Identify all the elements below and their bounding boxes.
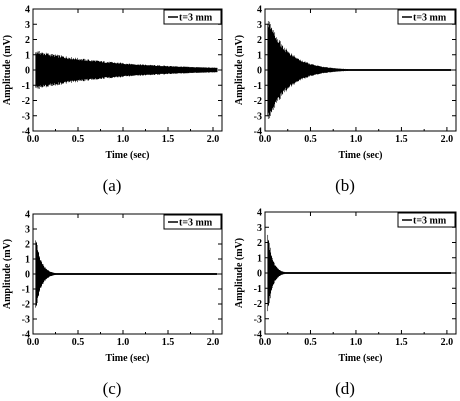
y-tick-label: -1 <box>254 284 262 295</box>
x-tick-label: 0.5 <box>304 134 317 145</box>
y-tick-label: 1 <box>257 253 262 264</box>
y-tick-label: 1 <box>25 255 30 266</box>
y-tick-label: 4 <box>25 5 30 16</box>
y-tick-label: -4 <box>22 127 30 138</box>
y-tick-label: -1 <box>22 285 30 296</box>
chart-panel-a: 0.0 0.5 1.0 1.5 2.0 4 3 2 1 0 -1 -2 -3 -4 Time (sec) Am… <box>2 5 223 195</box>
x-axis-label: Time (sec) <box>339 150 383 161</box>
y-tick-label: 3 <box>25 225 30 236</box>
x-tick-label: 0.0 <box>27 337 40 348</box>
legend-box <box>397 212 456 228</box>
y-tick-label: 0 <box>257 66 262 77</box>
y-tick-label: 2 <box>25 35 30 46</box>
x-tick-label: 0.5 <box>72 337 85 348</box>
legend-label: t=3 mm <box>179 13 213 24</box>
chart-panel-c: 0.0 0.5 1.0 1.5 2.0 4 3 2 1 0 -1 -2 -3 -4 Time (sec) Am… <box>2 210 223 398</box>
x-tick-label: 1.5 <box>162 134 175 145</box>
y-tick-label: 3 <box>257 20 262 31</box>
x-tick-label: 0.5 <box>304 337 317 348</box>
y-tick-label: -1 <box>254 81 262 92</box>
y-tick-label: -3 <box>254 111 262 122</box>
y-tick-label: 2 <box>25 240 30 251</box>
x-tick-label: 0.0 <box>259 337 272 348</box>
x-tick-label: 2.0 <box>207 337 220 348</box>
x-tick-label: 1.0 <box>117 134 130 145</box>
y-tick-label: -1 <box>22 81 30 92</box>
x-tick-label: 2.0 <box>441 337 454 348</box>
x-tick-label: 0.0 <box>259 134 272 145</box>
y-axis-label: Amplitude (mV) <box>2 239 13 309</box>
legend: t=3 mm <box>397 9 456 25</box>
y-tick-label: 0 <box>25 66 30 77</box>
x-tick-label: 1.0 <box>117 337 130 348</box>
legend-label: t=3 mm <box>413 13 447 24</box>
y-tick-label: -3 <box>22 111 30 122</box>
x-tick-label: 2.0 <box>207 134 220 145</box>
legend: t=3 mm <box>397 212 456 228</box>
y-tick-label: 3 <box>25 20 30 31</box>
y-tick-label: -2 <box>254 299 262 310</box>
y-tick-label: -2 <box>22 96 30 107</box>
y-tick-label: 2 <box>257 35 262 46</box>
x-tick-label: 1.0 <box>350 337 363 348</box>
panel-caption: (a) <box>103 176 122 195</box>
legend-label: t=3 mm <box>413 216 447 227</box>
legend-label: t=3 mm <box>179 218 213 229</box>
y-tick-label: 2 <box>257 238 262 249</box>
chart-panel-b: 0.0 0.5 1.0 1.5 2.0 4 3 2 1 0 -1 -2 -3 -4 Time (sec) Am… <box>234 5 457 195</box>
panel-caption: (d) <box>335 379 355 398</box>
y-tick-label: -3 <box>254 314 262 325</box>
legend: t=3 mm <box>163 214 222 230</box>
y-tick-label: 1 <box>25 50 30 61</box>
legend-box <box>163 9 222 25</box>
chart-panel-d: 0.0 0.5 1.0 1.5 2.0 4 3 2 1 0 -1 -2 -3 -4 Time (sec) Am… <box>234 208 457 398</box>
y-axis-label: Amplitude (mV) <box>234 238 245 308</box>
legend-box <box>397 9 456 25</box>
y-tick-label: 4 <box>25 210 30 221</box>
x-tick-label: 0.5 <box>72 134 85 145</box>
y-tick-label: -3 <box>22 315 30 326</box>
legend: t=3 mm <box>163 9 222 25</box>
legend-box <box>163 214 222 230</box>
x-axis-label: Time (sec) <box>106 150 150 161</box>
x-tick-label: 1.0 <box>350 134 363 145</box>
x-tick-label: 0.0 <box>27 134 40 145</box>
y-tick-label: -4 <box>254 330 262 341</box>
x-tick-label: 1.5 <box>162 337 175 348</box>
panel-caption: (c) <box>103 379 122 398</box>
y-tick-label: 0 <box>257 269 262 280</box>
y-axis-label: Amplitude (mV) <box>2 35 13 105</box>
x-axis-label: Time (sec) <box>339 353 383 364</box>
y-tick-label: -2 <box>22 300 30 311</box>
y-tick-label: 4 <box>257 208 262 219</box>
x-tick-label: 1.5 <box>395 134 408 145</box>
x-tick-label: 1.5 <box>395 337 408 348</box>
y-tick-label: -4 <box>22 330 30 341</box>
y-tick-label: 3 <box>257 223 262 234</box>
x-axis-label: Time (sec) <box>106 353 150 364</box>
y-tick-label: 0 <box>25 270 30 281</box>
y-tick-label: 1 <box>257 50 262 61</box>
y-axis-label: Amplitude (mV) <box>234 35 245 105</box>
panel-caption: (b) <box>335 176 355 195</box>
x-tick-label: 2.0 <box>441 134 454 145</box>
y-tick-label: -2 <box>254 96 262 107</box>
y-tick-label: -4 <box>254 127 262 138</box>
y-tick-label: 4 <box>257 5 262 16</box>
